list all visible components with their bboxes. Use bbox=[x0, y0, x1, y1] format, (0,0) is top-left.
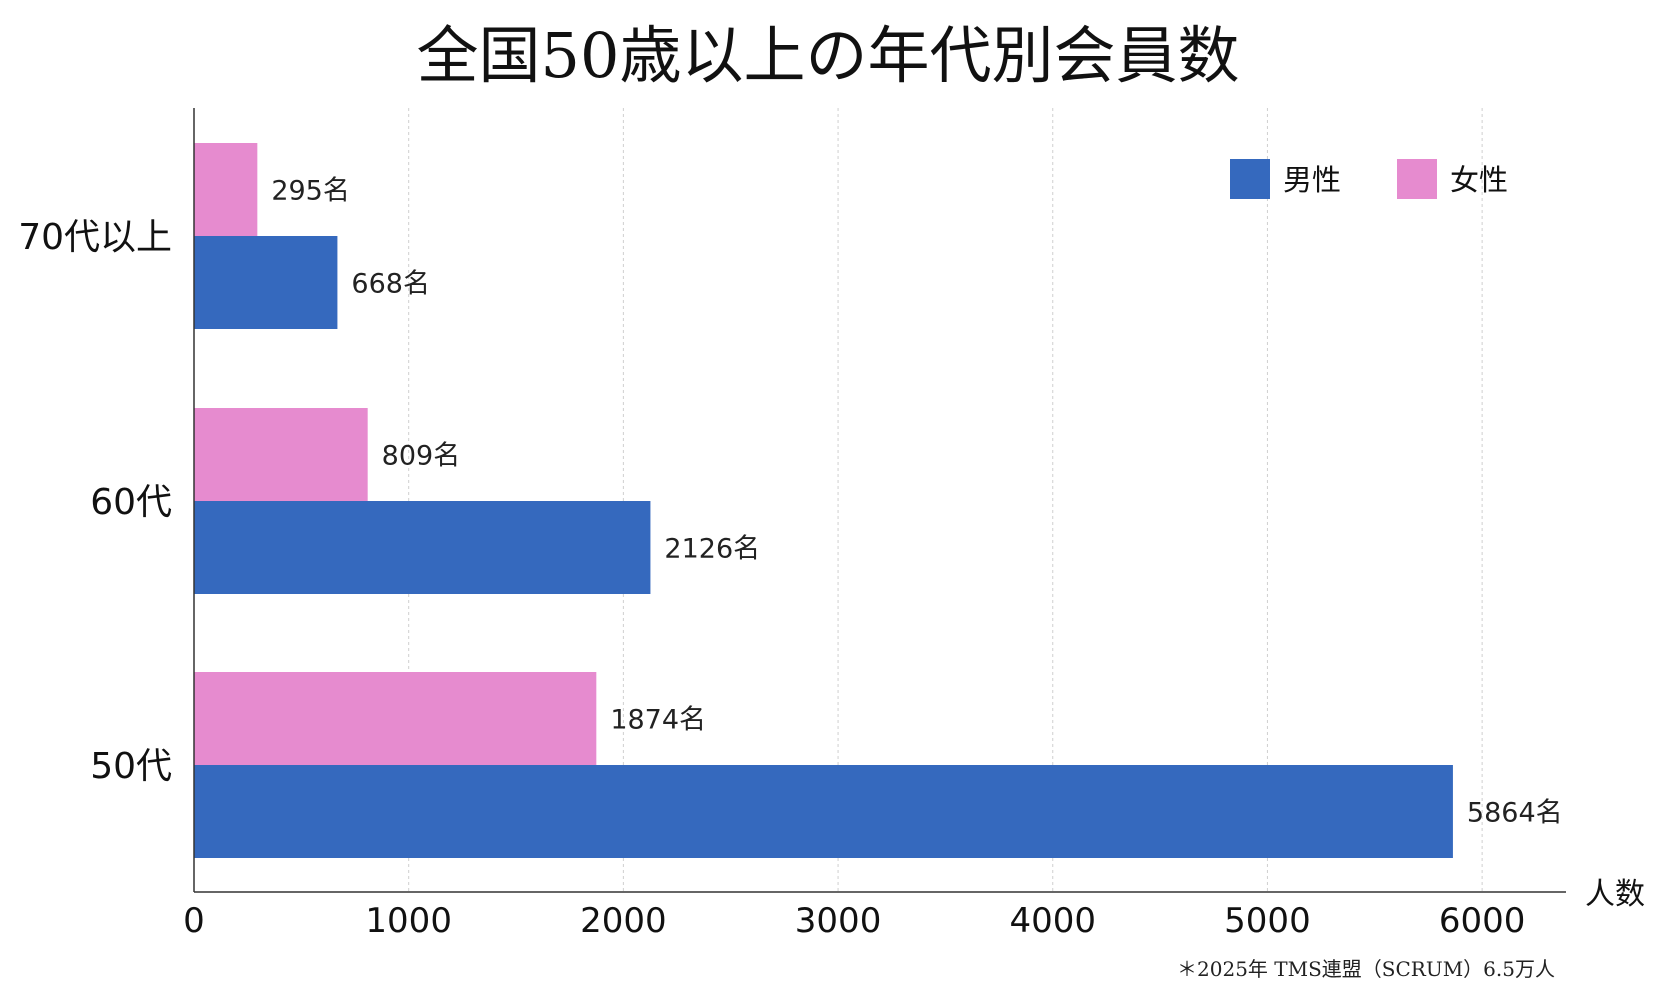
bar bbox=[194, 408, 368, 501]
x-tick-label: 5000 bbox=[1224, 901, 1311, 941]
bar bbox=[194, 501, 651, 594]
legend-label: 男性 bbox=[1283, 163, 1341, 197]
x-tick-label: 3000 bbox=[795, 901, 882, 941]
category-labels: 70代以上 60代 50代 bbox=[18, 217, 172, 787]
category-label: 70代以上 bbox=[18, 217, 172, 258]
legend-label: 女性 bbox=[1450, 163, 1508, 197]
x-tick-label: 6000 bbox=[1439, 901, 1526, 941]
data-label: 668名 bbox=[351, 269, 430, 300]
data-labels: 295名 668名 809名 2126名 1874名 5864名 bbox=[271, 176, 1562, 829]
category-label: 60代 bbox=[90, 482, 172, 523]
bar bbox=[194, 143, 258, 236]
gridlines bbox=[408, 108, 1483, 892]
data-label: 2126名 bbox=[664, 534, 760, 565]
x-tick-label: 2000 bbox=[580, 901, 667, 941]
bars bbox=[194, 143, 1453, 858]
footnote: ＊2025年 TMS連盟（SCRUM）6.5万人 bbox=[1177, 957, 1555, 981]
legend-swatch bbox=[1230, 159, 1270, 199]
x-tick-label: 0 bbox=[183, 901, 205, 941]
bar bbox=[194, 672, 597, 765]
x-tick-label: 1000 bbox=[365, 901, 452, 941]
data-label: 809名 bbox=[382, 441, 461, 472]
bar bbox=[194, 765, 1453, 858]
bar bbox=[194, 236, 338, 329]
category-label: 50代 bbox=[90, 746, 172, 787]
x-tick-labels: 0 1000 2000 3000 4000 5000 6000 bbox=[183, 901, 1525, 941]
x-axis-label: 人数 bbox=[1585, 877, 1645, 912]
data-label: 5864名 bbox=[1467, 798, 1563, 829]
data-label: 295名 bbox=[271, 176, 350, 207]
legend-swatch bbox=[1397, 159, 1437, 199]
legend: 男性 女性 bbox=[1230, 159, 1508, 199]
chart-title: 全国50歳以上の年代別会員数 bbox=[417, 19, 1240, 92]
data-label: 1874名 bbox=[610, 705, 706, 736]
x-tick-label: 4000 bbox=[1009, 901, 1096, 941]
